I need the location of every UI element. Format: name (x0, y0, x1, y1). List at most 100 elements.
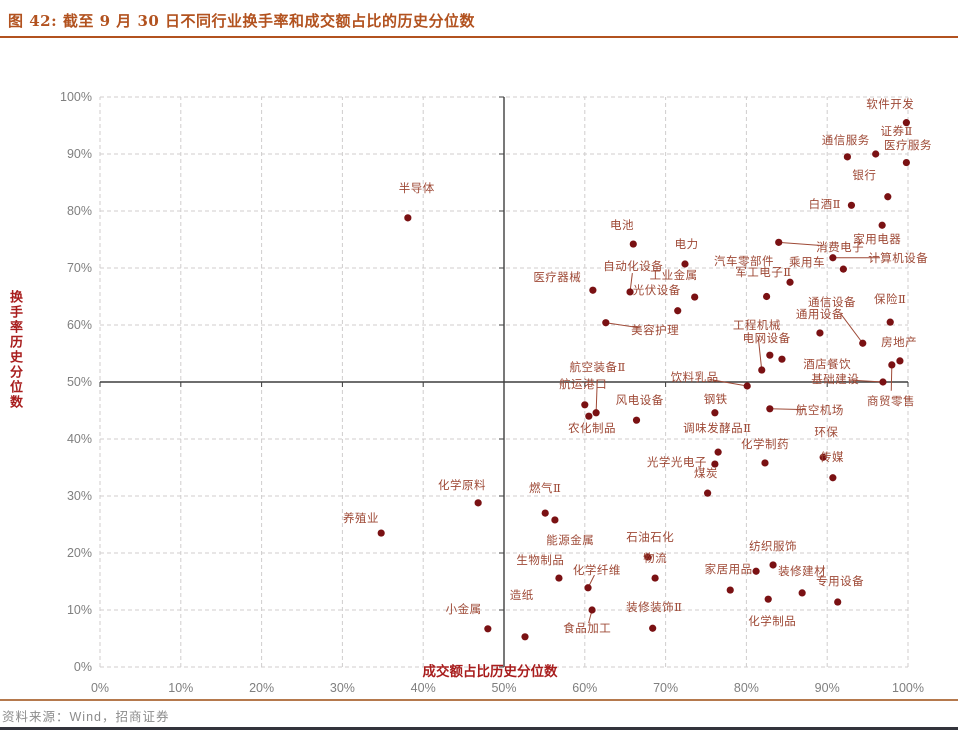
scatter-point (902, 119, 910, 127)
scatter-point-label: 小金属 (445, 601, 482, 616)
x-tick-label: 0% (90, 681, 110, 695)
scatter-point (896, 357, 904, 365)
scatter-point (766, 351, 774, 359)
scatter-point (581, 401, 589, 409)
scatter-point (743, 382, 751, 390)
scatter-point-label: 物流 (643, 551, 668, 566)
scatter-point (798, 589, 806, 597)
label-leader-line (840, 313, 864, 344)
scatter-point (711, 460, 719, 468)
scatter-point (584, 584, 592, 592)
scatter-point (878, 221, 886, 229)
scatter-point (592, 409, 600, 417)
scatter-point-label: 电池 (609, 218, 634, 233)
scatter-point-label: 环保 (814, 425, 839, 440)
scatter-point (541, 509, 549, 517)
scatter-chart: 软件开发 证券Ⅱ 医疗服务 通信服务 银行 白酒Ⅱ 家用电器 消费电子 计算机设备 乘用车 汽车零部… (0, 40, 958, 700)
scatter-point (816, 329, 824, 337)
scatter-point (555, 574, 563, 582)
y-tick-label: 100% (60, 90, 92, 104)
label-leader-line (595, 379, 598, 413)
scatter-point-label: 白酒Ⅱ (808, 197, 841, 212)
scatter-point-label: 传媒 (820, 450, 845, 465)
y-tick-label: 20% (66, 546, 92, 560)
scatter-point-label: 光学光电子 (646, 454, 707, 469)
source-note: 资料来源：Wind，招商证券 (2, 710, 170, 724)
y-tick-label: 70% (66, 261, 92, 275)
scatter-point-label: 航空机场 (795, 402, 844, 417)
scatter-point-label: 商贸零售 (867, 393, 916, 408)
scatter-point-label: 电网设备 (742, 331, 791, 346)
y-tick-label: 10% (66, 603, 92, 617)
scatter-point (872, 150, 880, 158)
x-tick-label: 60% (572, 681, 598, 695)
scatter-point (839, 265, 847, 273)
scatter-point (551, 516, 559, 524)
label-leader-line (769, 408, 806, 411)
scatter-point (834, 598, 842, 606)
y-tick-label: 90% (66, 147, 92, 161)
scatter-point (404, 214, 412, 222)
scatter-point-label: 风电设备 (615, 393, 664, 408)
x-tick-label: 70% (653, 681, 679, 695)
scatter-point (649, 624, 657, 632)
scatter-point (588, 606, 596, 614)
scatter-point (714, 448, 722, 456)
scatter-point-label: 石油石化 (626, 530, 675, 545)
scatter-point (819, 453, 827, 461)
scatter-point-label: 美容护理 (631, 323, 680, 338)
scatter-point-label: 自动化设备 (603, 258, 664, 273)
scatter-point-label: 银行 (852, 168, 877, 183)
scatter-point-label: 航运港口 (559, 377, 608, 392)
scatter-point (651, 574, 659, 582)
scatter-point (602, 319, 610, 327)
scatter-point (704, 489, 712, 497)
scatter-point-label: 化学纤维 (572, 563, 621, 578)
label-leader-line (757, 337, 763, 371)
scatter-point-label: 化学制药 (740, 437, 789, 452)
plot-canvas (99, 96, 910, 668)
scatter-point (674, 307, 682, 315)
x-tick-label: 20% (249, 681, 275, 695)
scatter-point-label: 养殖业 (342, 511, 379, 526)
scatter-point (829, 254, 837, 262)
scatter-point (758, 366, 766, 374)
scatter-point-label: 钢铁 (703, 392, 728, 407)
scatter-point (775, 238, 783, 246)
scatter-point (902, 158, 910, 167)
x-tick-label: 90% (814, 681, 840, 695)
scatter-point-label: 保险Ⅱ (874, 291, 907, 306)
scatter-point-label: 酒店餐饮 (803, 356, 852, 371)
figure-title: 图 42: 截至 9 月 30 日不同行业换手率和成交额占比的历史分位数 (8, 12, 476, 30)
scatter-point-label: 纺织服饰 (749, 539, 798, 554)
scatter-point-label: 化学原料 (437, 478, 486, 493)
scatter-point-label: 装修建材 (778, 564, 827, 579)
scatter-point-label: 通信设备 (808, 295, 857, 310)
scatter-point-label: 通用设备 (795, 307, 844, 322)
scatter-point-label: 饮料乳品 (670, 369, 719, 384)
scatter-point-label: 造纸 (509, 588, 534, 603)
scatter-point (484, 625, 492, 633)
scatter-point (859, 339, 867, 347)
scatter-point (843, 153, 852, 161)
x-axis-title: 成交额占比历史分位数 (422, 664, 558, 680)
scatter-point (778, 355, 786, 363)
scatter-point (589, 286, 597, 294)
scatter-point (711, 409, 719, 417)
scatter-point (585, 412, 593, 420)
scatter-point (766, 405, 774, 413)
label-leader-line (605, 322, 642, 329)
y-tick-label: 40% (66, 432, 92, 446)
scatter-point-label: 医疗器械 (533, 270, 582, 285)
scatter-point (629, 240, 637, 248)
scatter-point-label: 煤炭 (694, 466, 718, 481)
y-tick-label: 80% (66, 204, 92, 218)
scatter-point-label: 房地产 (881, 335, 918, 350)
scatter-point-label: 家居用品 (704, 561, 753, 576)
scatter-point-label: 航空装备Ⅱ (569, 360, 626, 375)
y-tick-label: 50% (66, 375, 92, 389)
scatter-point-label: 半导体 (398, 181, 435, 196)
label-leader-line (709, 378, 748, 387)
y-tick-label: 0% (73, 660, 92, 674)
scatter-point-label: 软件开发 (866, 96, 915, 111)
